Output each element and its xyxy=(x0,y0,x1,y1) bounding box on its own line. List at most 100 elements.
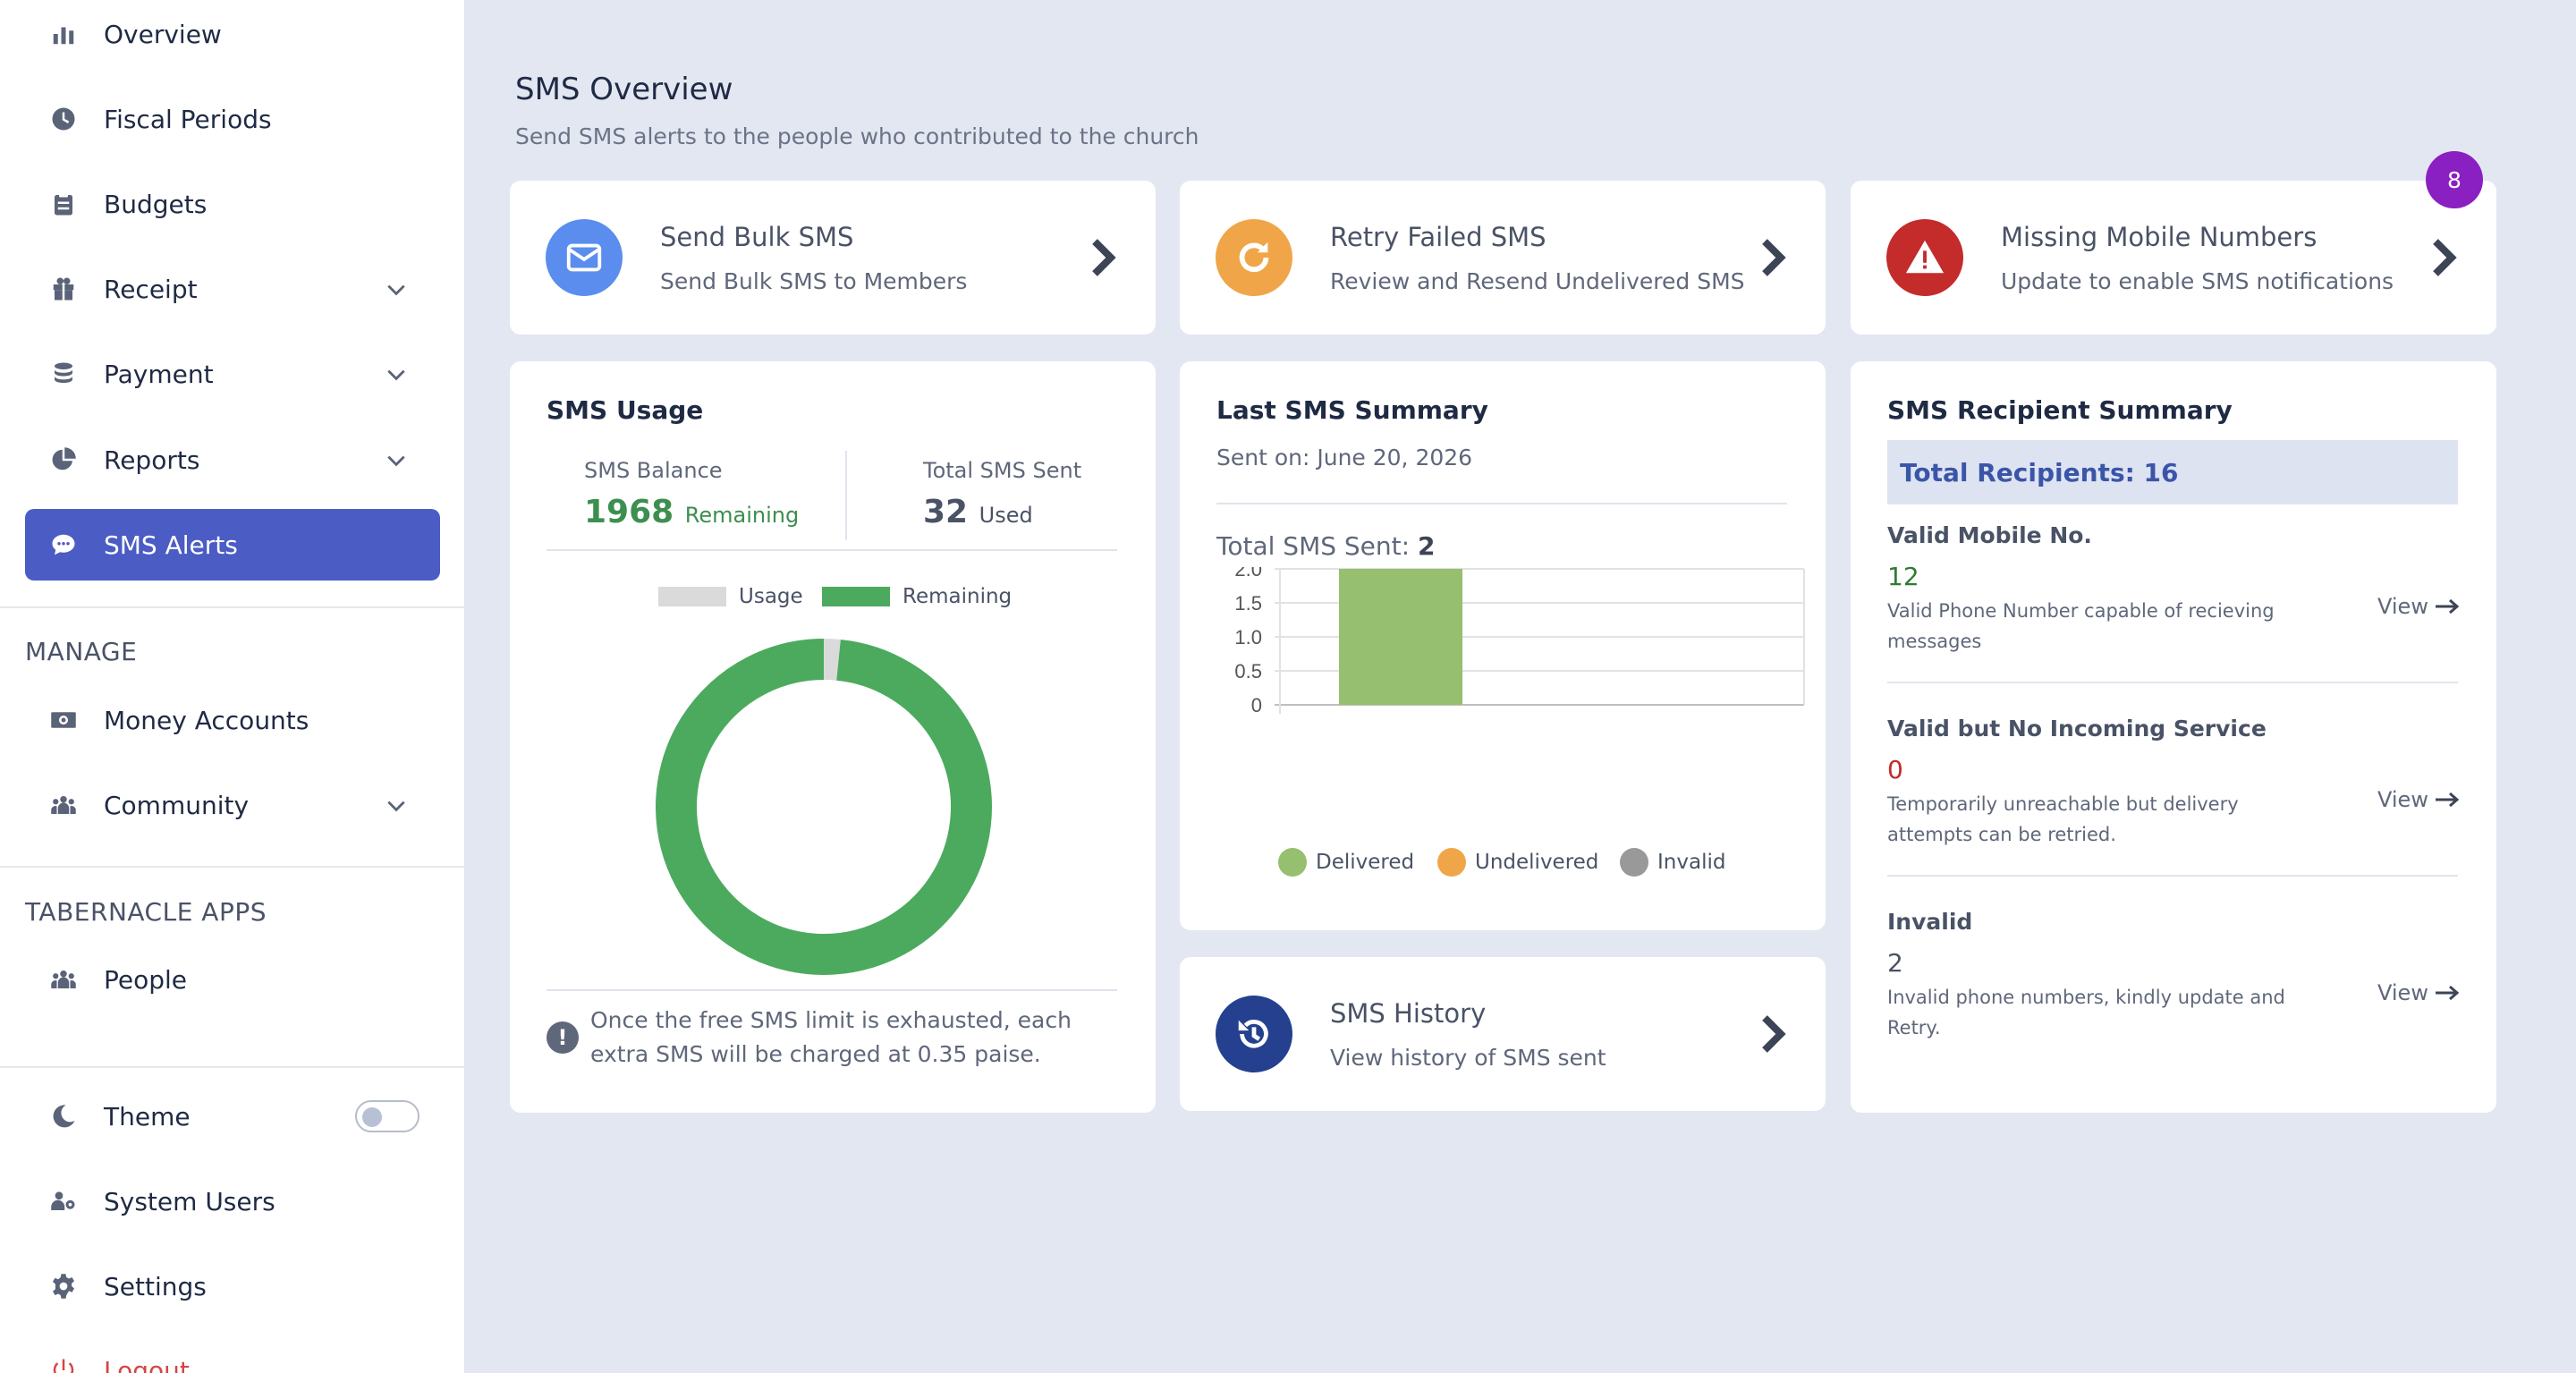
sidebar-item-fiscal-periods[interactable]: Fiscal Periods xyxy=(25,83,440,155)
sidebar-item-label: Fiscal Periods xyxy=(104,104,272,134)
view-label: View xyxy=(2377,980,2428,1005)
sidebar-item-receipt[interactable]: Receipt xyxy=(25,253,440,325)
chevron-down-icon[interactable] xyxy=(385,449,408,472)
group-label: Invalid xyxy=(1887,909,1973,935)
users-gear-icon xyxy=(48,1186,79,1216)
view-label: View xyxy=(2377,594,2428,619)
legend-swatch xyxy=(658,587,726,606)
history-icon xyxy=(1216,996,1292,1072)
card-description: Send Bulk SMS to Members xyxy=(660,267,968,294)
balance-unit: Remaining xyxy=(684,503,800,528)
sidebar-item-label: People xyxy=(104,964,188,995)
divider xyxy=(0,606,464,608)
legend-label: Usage xyxy=(739,585,803,608)
sms-recipient-summary-card: SMS Recipient Summary Total Recipients: … xyxy=(1851,361,2496,1113)
chevron-right-icon xyxy=(2425,238,2461,277)
chevron-down-icon[interactable] xyxy=(385,363,408,386)
y-tick-label: 0.5 xyxy=(1234,660,1262,682)
page-title: SMS Overview xyxy=(515,72,733,107)
send-bulk-sms-card[interactable]: Send Bulk SMS Send Bulk SMS to Members xyxy=(510,181,1156,335)
group-count: 12 xyxy=(1887,562,1919,591)
card-title: Send Bulk SMS xyxy=(660,221,854,252)
card-title: Missing Mobile Numbers xyxy=(2001,221,2318,252)
chevron-down-icon[interactable] xyxy=(385,794,408,818)
legend-label: Remaining xyxy=(902,585,1013,608)
sms-status-bar-chart: 0 0.5 1.0 1.5 2.0 xyxy=(1234,567,1805,716)
y-tick-label: 1.5 xyxy=(1234,592,1262,614)
sent-number: 32 xyxy=(923,494,969,530)
sms-balance-label: SMS Balance xyxy=(584,458,723,483)
y-tick-label: 0 xyxy=(1251,694,1262,716)
chevron-down-icon[interactable] xyxy=(385,278,408,301)
sidebar-item-budgets[interactable]: Budgets xyxy=(25,168,440,240)
section-title-manage: MANAGE xyxy=(25,637,138,666)
group-description: Temporarily unreachable but delivery att… xyxy=(1887,793,2239,845)
usage-donut-chart xyxy=(656,639,992,975)
group-label: Valid Mobile No. xyxy=(1887,522,2092,548)
last-sms-summary-card: Last SMS Summary Sent on: June 20, 2026 … xyxy=(1180,361,1826,930)
sidebar-item-label: Money Accounts xyxy=(104,705,309,735)
theme-toggle[interactable] xyxy=(355,1100,419,1132)
total-sent-value: 2 xyxy=(1417,531,1436,561)
divider xyxy=(547,549,1117,551)
people-group-icon xyxy=(48,964,79,995)
sent-unit: Used xyxy=(979,503,1033,528)
view-invalid-link[interactable]: View xyxy=(2377,980,2461,1005)
total-sent-label: Total SMS Sent xyxy=(923,458,1082,483)
sent-on-date: Sent on: June 20, 2026 xyxy=(1216,445,1473,470)
toggle-knob xyxy=(362,1107,382,1127)
sms-balance-value: 1968 Remaining xyxy=(584,494,799,530)
card-title: Last SMS Summary xyxy=(1216,395,1488,425)
page-subtitle: Send SMS alerts to the people who contri… xyxy=(515,123,1199,149)
sidebar-item-label: Settings xyxy=(104,1271,207,1301)
sidebar-item-settings[interactable]: Settings xyxy=(25,1250,440,1322)
sms-usage-card: SMS Usage SMS Balance 1968 Remaining Tot… xyxy=(510,361,1156,1113)
legend-label: Invalid xyxy=(1657,851,1726,874)
group-count: 2 xyxy=(1887,948,1903,978)
arrow-right-icon xyxy=(2435,985,2460,1001)
group-description: Invalid phone numbers, kindly update and… xyxy=(1887,987,2285,1038)
legend-label: Undelivered xyxy=(1475,851,1599,874)
view-no-service-link[interactable]: View xyxy=(2377,787,2461,812)
sidebar-item-label: Budgets xyxy=(104,189,208,219)
gear-icon xyxy=(48,1271,79,1301)
legend-item-undelivered: Undelivered xyxy=(1437,848,1598,877)
pie-chart-icon xyxy=(48,445,79,475)
sidebar-item-overview[interactable]: Overview xyxy=(25,0,440,70)
balance-number: 1968 xyxy=(584,494,674,530)
sidebar-item-system-users[interactable]: System Users xyxy=(25,1165,440,1237)
sidebar-item-logout[interactable]: Logout xyxy=(25,1335,440,1373)
sms-charge-note: Once the free SMS limit is exhausted, ea… xyxy=(590,1007,1072,1067)
legend-item-delivered: Delivered xyxy=(1278,848,1414,877)
sidebar-item-reports[interactable]: Reports xyxy=(25,424,440,496)
legend-label: Delivered xyxy=(1316,851,1415,874)
sidebar-item-community[interactable]: Community xyxy=(25,769,440,841)
retry-failed-sms-card[interactable]: Retry Failed SMS Review and Resend Undel… xyxy=(1180,181,1826,335)
sidebar-item-payment[interactable]: Payment xyxy=(25,338,440,410)
view-valid-link[interactable]: View xyxy=(2377,594,2461,619)
total-sms-sent: Total SMS Sent: 2 xyxy=(1216,531,1435,561)
divider xyxy=(547,989,1117,991)
sidebar-item-label: System Users xyxy=(104,1186,275,1216)
total-sent-value: 32 Used xyxy=(923,494,1033,530)
envelope-icon xyxy=(546,219,623,296)
divider xyxy=(1216,503,1787,504)
sidebar-item-theme[interactable]: Theme xyxy=(25,1081,440,1152)
section-title-tabernacle-apps: TABERNACLE APPS xyxy=(25,897,267,927)
clipboard-icon xyxy=(48,189,79,219)
divider xyxy=(0,1066,464,1068)
sidebar-item-label: SMS Alerts xyxy=(104,530,238,560)
missing-mobile-numbers-card[interactable]: Missing Mobile Numbers Update to enable … xyxy=(1851,181,2496,335)
divider xyxy=(0,866,464,868)
sms-history-card[interactable]: SMS History View history of SMS sent xyxy=(1180,957,1826,1111)
comment-icon xyxy=(48,530,79,560)
gift-icon xyxy=(48,274,79,304)
sidebar-item-money-accounts[interactable]: Money Accounts xyxy=(25,684,440,756)
people-group-icon xyxy=(48,790,79,820)
divider xyxy=(1887,875,2458,877)
divider xyxy=(845,451,847,540)
legend-dot xyxy=(1437,848,1466,877)
sidebar-item-people[interactable]: People xyxy=(25,944,440,1015)
bar-delivered xyxy=(1339,569,1462,705)
sidebar-item-sms-alerts[interactable]: SMS Alerts xyxy=(25,509,440,581)
